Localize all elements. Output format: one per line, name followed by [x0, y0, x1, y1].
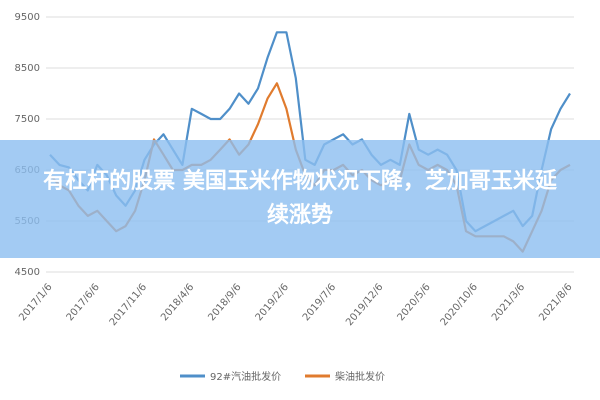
x-tick-label: 2017/11/6: [108, 282, 149, 328]
y-tick-label: 9500: [15, 12, 40, 23]
x-tick-label: 2018/9/6: [206, 282, 243, 323]
banner-text: 有杠杆的股票 美国玉米作物状况下降，芝加哥玉米延续涨势: [43, 169, 557, 228]
y-tick-label: 4500: [15, 267, 40, 278]
x-tick-label: 2020/5/6: [395, 282, 432, 323]
x-tick-label: 2021/8/6: [537, 282, 574, 323]
banner: 有杠杆的股票 美国玉米作物状况下降，芝加哥玉米延续涨势: [0, 140, 600, 258]
x-tick-label: 2020/10/6: [439, 282, 480, 328]
x-tick-label: 2019/12/6: [344, 282, 385, 328]
legend-label: 柴油批发价: [335, 370, 385, 383]
x-tick-label: 2017/6/6: [65, 282, 102, 323]
y-tick-label: 8500: [15, 63, 40, 74]
y-tick-label: 7500: [15, 114, 40, 125]
x-tick-label: 2019/2/6: [254, 282, 291, 323]
x-tick-label: 2021/3/6: [490, 282, 527, 323]
legend-label: 92#汽油批发价: [210, 370, 281, 383]
x-tick-label: 2019/7/6: [301, 282, 338, 323]
x-tick-label: 2017/1/6: [17, 282, 54, 323]
x-tick-label: 2018/4/6: [159, 282, 196, 323]
